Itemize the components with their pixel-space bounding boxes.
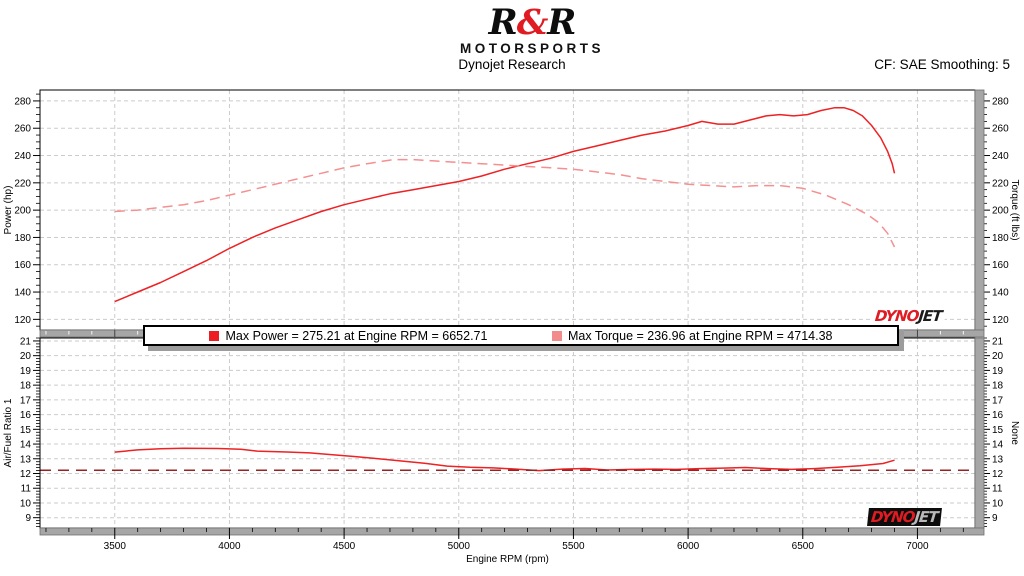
max-power-label: Max Power = 275.21 at Engine RPM = 6652.… bbox=[225, 328, 488, 343]
max-torque-label: Max Torque = 236.96 at Engine RPM = 4714… bbox=[567, 328, 833, 343]
y-right-tick-label: 19 bbox=[992, 366, 1004, 377]
logo-ampersand: & bbox=[516, 2, 549, 43]
y-right-tick-label: 13 bbox=[992, 454, 1004, 465]
dynojet-watermark-top: DYNOJET bbox=[871, 307, 946, 325]
x-axis-bar bbox=[39, 527, 985, 536]
y-left-tick-label: 18 bbox=[20, 381, 32, 392]
x-tick-label: 6000 bbox=[677, 541, 700, 552]
y-left-axis-title: Air/Fuel Ratio 1 bbox=[3, 398, 14, 467]
y-right-tick-label: 21 bbox=[992, 336, 1004, 347]
y-left-tick-label: 160 bbox=[14, 260, 31, 271]
dynojet-jet-text: JET bbox=[913, 508, 939, 526]
y-right-tick-label: 14 bbox=[992, 440, 1004, 451]
y-right-tick-label: 220 bbox=[992, 178, 1009, 189]
y-right-tick-label: 17 bbox=[992, 395, 1004, 406]
x-tick-label: 4000 bbox=[218, 541, 241, 552]
y-left-tick-label: 20 bbox=[20, 351, 32, 362]
y-right-axis-title: Torque (ft lbs) bbox=[1009, 179, 1020, 240]
y-left-tick-label: 13 bbox=[20, 454, 32, 465]
x-tick-label: 5000 bbox=[448, 541, 471, 552]
y-right-tick-label: 20 bbox=[992, 351, 1004, 362]
right-axis-bar bbox=[974, 337, 985, 529]
logo-r-left: R bbox=[488, 2, 518, 43]
y-left-tick-label: 11 bbox=[21, 484, 32, 495]
y-right-tick-label: 12 bbox=[992, 469, 1004, 480]
dynojet-watermark-bottom: DYNOJET bbox=[867, 508, 942, 526]
y-left-tick-label: 260 bbox=[14, 124, 31, 135]
x-tick-label: 4500 bbox=[333, 541, 356, 552]
max-power-swatch-icon bbox=[209, 330, 220, 341]
legend-item-max-power: Max Power = 275.21 at Engine RPM = 6652.… bbox=[209, 329, 487, 343]
y-right-tick-label: 9 bbox=[992, 513, 998, 524]
x-tick-label: 5500 bbox=[562, 541, 585, 552]
y-right-tick-label: 260 bbox=[992, 124, 1009, 135]
y-left-axis-title: Power (hp) bbox=[3, 186, 14, 235]
dynojet-dyno-text: DYNO bbox=[874, 307, 920, 325]
y-right-tick-label: 15 bbox=[992, 425, 1004, 436]
y-right-tick-label: 180 bbox=[992, 233, 1009, 244]
y-right-axis-title: None bbox=[1009, 421, 1020, 445]
y-left-tick-label: 15 bbox=[20, 425, 32, 436]
y-left-tick-label: 12 bbox=[20, 469, 32, 480]
y-left-tick-label: 21 bbox=[20, 336, 32, 347]
y-right-tick-label: 11 bbox=[992, 484, 1003, 495]
power-curve bbox=[114, 106, 896, 303]
y-left-tick-label: 9 bbox=[25, 513, 31, 524]
smoothing-label: CF: SAE Smoothing: 5 bbox=[874, 57, 1010, 72]
y-right-tick-label: 240 bbox=[992, 151, 1009, 162]
dynojet-jet-text: JET bbox=[917, 307, 943, 325]
y-right-tick-label: 18 bbox=[992, 381, 1004, 392]
y-left-tick-label: 140 bbox=[14, 288, 31, 299]
legend-item-max-torque: Max Torque = 236.96 at Engine RPM = 4714… bbox=[551, 328, 833, 343]
y-left-tick-label: 16 bbox=[20, 410, 32, 421]
y-left-tick-label: 17 bbox=[20, 395, 32, 406]
torque-curve bbox=[114, 158, 896, 248]
dynojet-dyno-text: DYNO bbox=[870, 508, 916, 526]
x-axis-title: Engine RPM (rpm) bbox=[466, 554, 549, 565]
x-tick-label: 6500 bbox=[792, 541, 815, 552]
chart-legend: Max Power = 275.21 at Engine RPM = 6652.… bbox=[143, 325, 899, 346]
y-right-tick-label: 16 bbox=[992, 410, 1004, 421]
x-tick-label: 7000 bbox=[906, 541, 929, 552]
report-subtitle: Dynojet Research bbox=[458, 57, 566, 72]
x-tick-label: 3500 bbox=[104, 541, 127, 552]
y-left-tick-label: 200 bbox=[14, 206, 31, 217]
rr-motorsports-logo: R&R MOTORSPORTS bbox=[452, 5, 612, 56]
y-right-tick-label: 200 bbox=[992, 206, 1009, 217]
right-axis-bar bbox=[974, 89, 985, 331]
y-left-tick-label: 14 bbox=[20, 440, 32, 451]
logo-r-right: R bbox=[547, 2, 576, 43]
logo-motorsports-word: MOTORSPORTS bbox=[459, 41, 604, 56]
y-right-tick-label: 280 bbox=[992, 96, 1009, 107]
y-left-tick-label: 220 bbox=[14, 178, 31, 189]
y-right-tick-label: 140 bbox=[992, 288, 1009, 299]
y-left-tick-label: 180 bbox=[14, 233, 31, 244]
y-right-tick-label: 120 bbox=[992, 315, 1009, 326]
y-right-tick-label: 10 bbox=[992, 498, 1004, 509]
max-torque-swatch-icon bbox=[551, 330, 562, 341]
y-left-tick-label: 19 bbox=[20, 366, 32, 377]
y-left-tick-label: 120 bbox=[14, 315, 31, 326]
y-right-tick-label: 160 bbox=[992, 260, 1009, 271]
y-left-tick-label: 280 bbox=[14, 96, 31, 107]
air-fuel-ratio-1-curve bbox=[114, 447, 895, 472]
y-left-tick-label: 10 bbox=[20, 498, 32, 509]
y-left-tick-label: 240 bbox=[14, 151, 31, 162]
rr-logo-text: R&R bbox=[452, 5, 612, 40]
plot-background bbox=[40, 338, 975, 528]
